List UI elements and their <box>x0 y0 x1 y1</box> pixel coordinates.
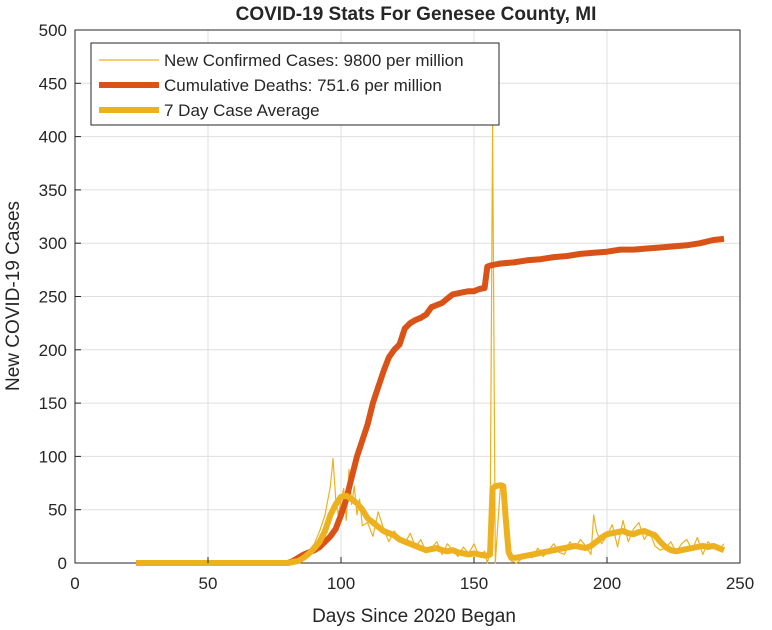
y-tick-label: 350 <box>39 181 67 200</box>
y-tick-label: 100 <box>39 447 67 466</box>
x-tick-label: 250 <box>726 574 754 593</box>
y-tick-label: 250 <box>39 288 67 307</box>
legend-label: 7 Day Case Average <box>164 101 320 120</box>
legend-label: Cumulative Deaths: 751.6 per million <box>164 76 442 95</box>
x-tick-label: 200 <box>593 574 621 593</box>
x-axis-label: Days Since 2020 Began <box>312 606 516 627</box>
series-layer <box>136 125 726 566</box>
x-tick-label: 50 <box>199 574 218 593</box>
axis-ticks: 0 50 100 150 200 250 0 50 100 150 200 250 300 350 400 4… <box>39 21 755 593</box>
x-tick-label: 150 <box>460 574 488 593</box>
y-tick-label: 300 <box>39 234 67 253</box>
y-tick-label: 200 <box>39 341 67 360</box>
y-tick-label: 500 <box>39 21 67 40</box>
legend: New Confirmed Cases: 9800 per million Cum… <box>90 42 500 126</box>
y-tick-label: 400 <box>39 128 67 147</box>
y-tick-label: 150 <box>39 394 67 413</box>
y-tick-label: 0 <box>58 554 67 573</box>
series-line-new-cases <box>136 125 725 564</box>
y-tick-label: 450 <box>39 74 67 93</box>
legend-label: New Confirmed Cases: 9800 per million <box>164 51 464 70</box>
chart-title: COVID-19 Stats For Genesee County, MI <box>236 4 597 25</box>
x-tick-label: 0 <box>70 574 79 593</box>
series-line-avg <box>136 482 726 566</box>
x-tick-label: 100 <box>327 574 355 593</box>
y-tick-label: 50 <box>48 501 67 520</box>
y-axis-label: New COVID-19 Cases <box>3 201 24 391</box>
series-line-deaths <box>136 235 725 566</box>
